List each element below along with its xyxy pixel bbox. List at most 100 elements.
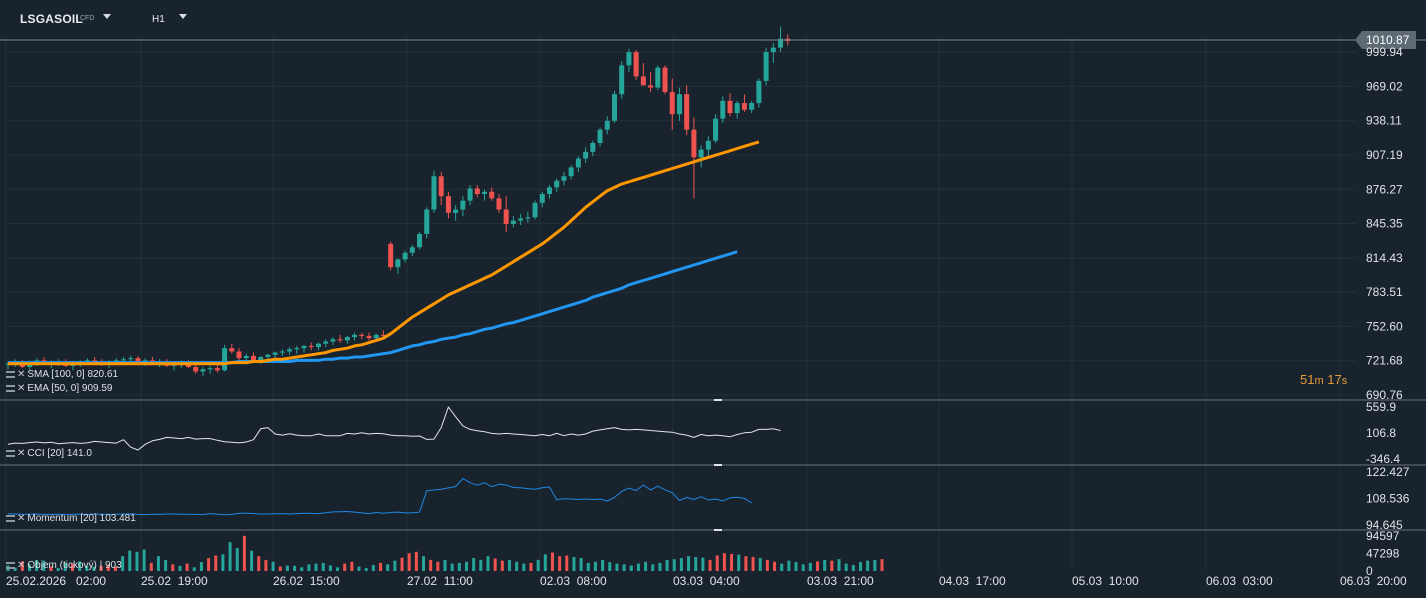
volume-bar [601,559,605,571]
volume-bar [622,564,626,571]
volume-bar [78,561,82,571]
ema-name: EMA [27,383,49,394]
candle-body [539,194,545,203]
volume-name: Objem (tickový) [27,560,97,571]
volume-bar [379,562,383,571]
price-tick-label: 721.68 [1366,354,1403,368]
sma-legend[interactable]: ✕ SMA [100, 0] 820.61 [6,369,118,380]
close-icon[interactable]: ✕ [17,369,26,380]
candle-body [734,103,740,114]
candle-body [128,358,134,360]
candle-body [741,103,747,110]
price-tick-label: 876.27 [1366,182,1403,196]
cci-legend[interactable]: ✕ CCI [20] 141.0 [6,448,92,459]
candle-body [655,67,661,88]
close-icon[interactable]: ✕ [17,560,26,571]
symbol-name[interactable]: LSGASOIL [20,12,83,26]
volume-bar [816,561,820,571]
settings-lines-icon[interactable] [6,561,15,569]
volume-value: 903 [105,560,122,571]
close-icon[interactable]: ✕ [17,383,26,394]
volume-legend[interactable]: ✕ Objem (tickový) | 903 [6,560,122,571]
settings-lines-icon[interactable] [6,449,15,457]
volume-bar [536,559,540,571]
candle-body [359,334,365,336]
candle-body [243,355,249,359]
candle-body [525,217,531,219]
candle-countdown: 51m 17s [1300,372,1347,387]
settings-lines-icon[interactable] [6,370,15,378]
volume-bar [636,563,640,571]
candle-body [388,243,394,268]
volume-bar [264,559,268,571]
candle-body [482,191,488,195]
candle-body [669,91,675,115]
countdown-seconds: 17 [1327,372,1342,387]
candle-body [402,252,408,260]
momentum-legend[interactable]: ✕ Momentum [20] 103.481 [6,513,136,524]
volume-bar [651,564,655,571]
volume-bar [293,565,297,571]
symbol-dropdown-chevron-down-icon[interactable] [103,14,111,19]
candle-body [763,52,769,81]
candle-body [200,369,206,372]
candle-body [431,176,437,210]
sma-name: SMA [27,369,49,380]
timeframe-dropdown-chevron-down-icon[interactable] [179,14,187,19]
volume-bar [300,567,304,571]
axes: 999.94 969.02 938.11 907.19 876.27 845.35 814.… [6,45,1410,588]
close-icon[interactable]: ✕ [17,448,26,459]
volume-tick-label: 47298 [1366,547,1400,561]
volume-bar [722,553,726,571]
volume-bar [221,554,225,571]
candle-body [532,202,538,218]
candle-body [640,76,646,86]
candle-body [691,129,697,158]
candle-body [409,247,415,253]
volume-bar [63,562,67,571]
ema-value: 909.59 [81,383,113,394]
settings-lines-icon[interactable] [6,384,15,392]
volume-bar [42,560,46,571]
volume-bar [730,553,734,571]
sma-value: 820.61 [87,369,119,380]
time-tick-label: 05.03 10:00 [1072,574,1139,588]
volume-bar [486,556,490,571]
volume-bar [228,542,232,571]
candle-body [720,100,726,119]
momentum-panel [7,478,752,516]
volume-bar [343,563,347,571]
volume-bar [558,556,562,571]
candle-body [698,149,704,158]
close-icon[interactable]: ✕ [17,513,26,524]
candle-body [121,359,127,361]
volume-bar [694,556,698,571]
time-tick-label: 04.03 17:00 [939,574,1006,588]
volume-bar [758,558,762,571]
candle-body [547,187,552,195]
volume-bar [350,561,354,571]
volume-bar [121,556,125,571]
candle-body [113,360,119,362]
candle-body [648,85,654,88]
volume-bar [866,560,870,571]
volume-bar [450,563,454,571]
volume-bar [507,559,511,571]
volume-bar [687,556,691,571]
candle-body [604,120,610,130]
candle-body [380,334,386,336]
ema-legend[interactable]: ✕ EMA [50, 0] 909.59 [6,383,112,394]
volume-bar [794,562,798,571]
settings-lines-icon[interactable] [6,514,15,522]
volume-bar [85,565,89,571]
candle-body [344,337,350,341]
volume-bar [278,566,282,571]
candle-body [554,180,560,188]
volume-bar [328,565,332,571]
volume-bar [472,558,476,571]
volume-bar [135,551,139,571]
timeframe-selector[interactable]: H1 [152,14,165,25]
volume-bar [199,562,203,571]
volume-bar [336,567,340,571]
